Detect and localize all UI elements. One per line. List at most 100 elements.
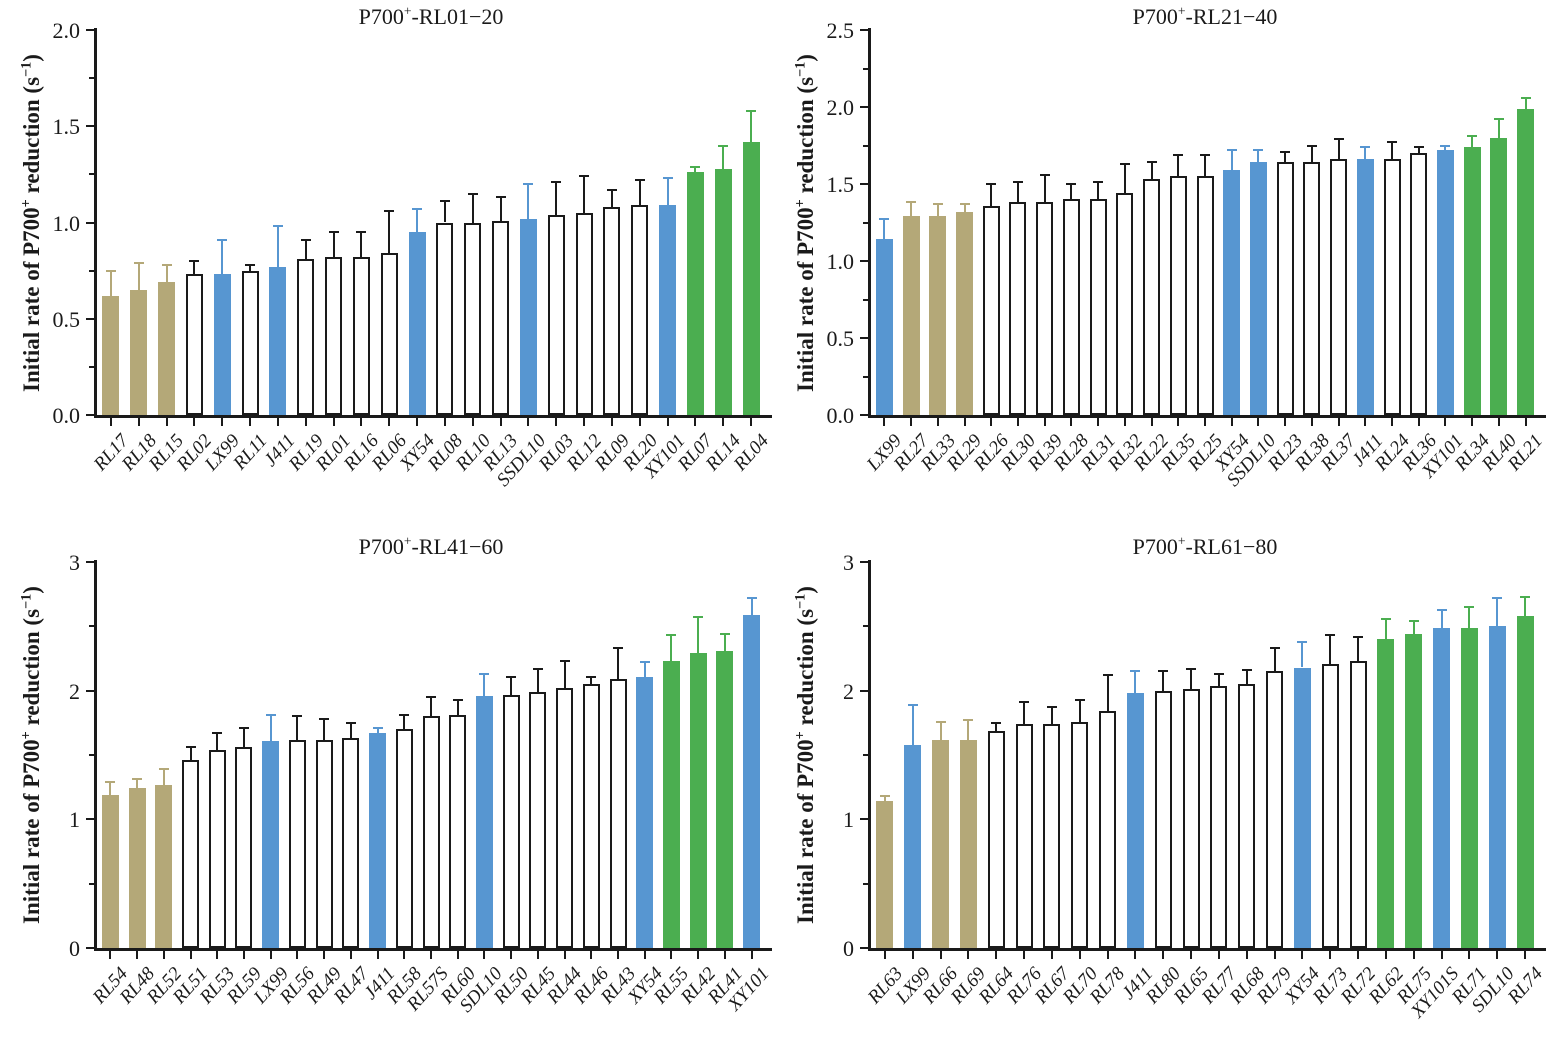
y-tick-1 bbox=[860, 818, 868, 821]
errorbar-cap-RL26 bbox=[986, 183, 997, 185]
errorbar-cap-RL22 bbox=[1146, 161, 1157, 164]
x-tick-RL10 bbox=[471, 418, 474, 426]
bar-RL04 bbox=[742, 141, 760, 415]
errorbar-cap-J411 bbox=[1360, 146, 1371, 149]
y-tick-0 bbox=[86, 947, 94, 949]
x-tick-RL79 bbox=[1273, 951, 1276, 959]
y-tick-1.5 bbox=[86, 125, 94, 128]
x-tick-RL23 bbox=[1284, 418, 1287, 426]
errorbar-XY54 bbox=[1230, 150, 1233, 171]
errorbar-RL35 bbox=[1177, 154, 1180, 177]
errorbar-cap-RL57S bbox=[426, 696, 436, 699]
errorbar-cap-RL08 bbox=[439, 200, 450, 203]
errorbar-cap-RL49 bbox=[319, 717, 330, 720]
x-tick-RL64 bbox=[995, 951, 998, 959]
errorbar-cap-RL34 bbox=[1467, 135, 1478, 138]
x-tick-RL38 bbox=[1310, 418, 1313, 426]
bar-RL45 bbox=[529, 691, 547, 948]
x-tick-RL18 bbox=[137, 418, 140, 426]
y-tick-1.5 bbox=[860, 183, 868, 185]
x-tick-RL66 bbox=[939, 951, 942, 959]
errorbar-RL27 bbox=[910, 202, 913, 217]
y-tick-label-0.5: 0.5 bbox=[52, 306, 81, 332]
x-axis-spine bbox=[94, 948, 772, 951]
errorbar-RL07 bbox=[694, 166, 697, 173]
errorbar-J411 bbox=[376, 727, 379, 734]
errorbar-cap-RL59 bbox=[238, 726, 249, 729]
bar-RL16 bbox=[352, 257, 370, 415]
bar-RL79 bbox=[1266, 671, 1284, 948]
errorbar-cap-RL52 bbox=[158, 768, 169, 771]
bar-RL64 bbox=[987, 730, 1005, 948]
y-tick-1 bbox=[86, 818, 94, 821]
bar-J411 bbox=[269, 266, 287, 415]
errorbar-cap-RL48 bbox=[132, 778, 143, 781]
y-tick-minor bbox=[863, 221, 868, 224]
x-tick-RL70 bbox=[1078, 951, 1081, 959]
x-tick-RL74 bbox=[1524, 951, 1527, 959]
bar-J411 bbox=[1126, 693, 1144, 948]
bar-RL67 bbox=[1043, 724, 1061, 948]
errorbar-RL02 bbox=[193, 261, 196, 275]
x-tick-RL39 bbox=[1043, 418, 1046, 426]
errorbar-RL74 bbox=[1524, 596, 1527, 617]
errorbar-RL73 bbox=[1329, 635, 1332, 664]
errorbar-SDL10 bbox=[483, 673, 486, 696]
x-tick-RL09 bbox=[610, 418, 613, 426]
y-tick-minor bbox=[863, 625, 868, 628]
errorbar-cap-RL58 bbox=[399, 714, 410, 717]
x-tick-RL12 bbox=[583, 418, 586, 426]
errorbar-cap-RL23 bbox=[1280, 150, 1291, 153]
bar-RL20 bbox=[631, 205, 649, 415]
errorbar-RL31 bbox=[1097, 182, 1100, 200]
x-tick-RL52 bbox=[162, 951, 165, 959]
bar-J411 bbox=[369, 733, 387, 948]
errorbar-RL43 bbox=[617, 648, 620, 680]
errorbar-RL18 bbox=[137, 262, 140, 290]
y-tick-2 bbox=[860, 689, 868, 692]
errorbar-cap-RL13 bbox=[495, 196, 506, 199]
errorbar-cap-RL63 bbox=[879, 795, 890, 798]
errorbar-RL06 bbox=[388, 210, 391, 254]
x-tick-RL49 bbox=[323, 951, 326, 959]
bar-RL30 bbox=[1009, 202, 1027, 415]
x-tick-RL36 bbox=[1417, 418, 1420, 426]
bar-RL71 bbox=[1460, 627, 1478, 948]
x-tick-RL08 bbox=[443, 418, 446, 426]
bar-RL33 bbox=[929, 216, 947, 415]
errorbar-cap-RL60 bbox=[452, 698, 463, 701]
errorbar-RL26 bbox=[990, 184, 993, 206]
x-tick-RL65 bbox=[1190, 951, 1193, 959]
bar-SDL10 bbox=[1488, 626, 1506, 948]
x-tick-RL78 bbox=[1106, 951, 1109, 959]
bar-RL47 bbox=[342, 738, 360, 948]
bar-RL01 bbox=[325, 257, 343, 415]
bar-RL27 bbox=[902, 216, 920, 415]
x-axis-spine bbox=[94, 415, 772, 418]
y-tick-label-2.0: 2.0 bbox=[52, 18, 81, 43]
y-tick-2.0 bbox=[86, 29, 94, 31]
bar-RL34 bbox=[1463, 147, 1481, 415]
errorbar-cap-RL35 bbox=[1173, 153, 1184, 156]
x-tick-SDL10 bbox=[483, 951, 486, 959]
x-tick-RL72 bbox=[1357, 951, 1360, 959]
x-tick-RL54 bbox=[109, 951, 112, 959]
bar-XY54 bbox=[408, 232, 426, 415]
errorbar-RL51 bbox=[189, 747, 192, 761]
y-tick-label-1: 1 bbox=[843, 807, 854, 833]
errorbar-cap-RL17 bbox=[105, 269, 116, 272]
x-tick-XY101 bbox=[750, 951, 753, 959]
errorbar-XY101 bbox=[666, 178, 669, 206]
errorbar-RL75 bbox=[1412, 621, 1415, 635]
y-tick-label-2.5: 2.5 bbox=[826, 18, 855, 43]
x-tick-RL40 bbox=[1497, 418, 1500, 426]
errorbar-cap-SDL10 bbox=[1492, 597, 1503, 600]
errorbar-SDL10 bbox=[1496, 598, 1499, 627]
x-tick-RL34 bbox=[1471, 418, 1474, 426]
bar-J411 bbox=[1356, 159, 1374, 415]
errorbar-RL78 bbox=[1106, 675, 1109, 712]
errorbar-RL25 bbox=[1204, 154, 1206, 177]
errorbar-RL44 bbox=[563, 661, 566, 689]
errorbar-cap-RL80 bbox=[1158, 670, 1169, 673]
errorbar-cap-XY54 bbox=[639, 661, 650, 664]
